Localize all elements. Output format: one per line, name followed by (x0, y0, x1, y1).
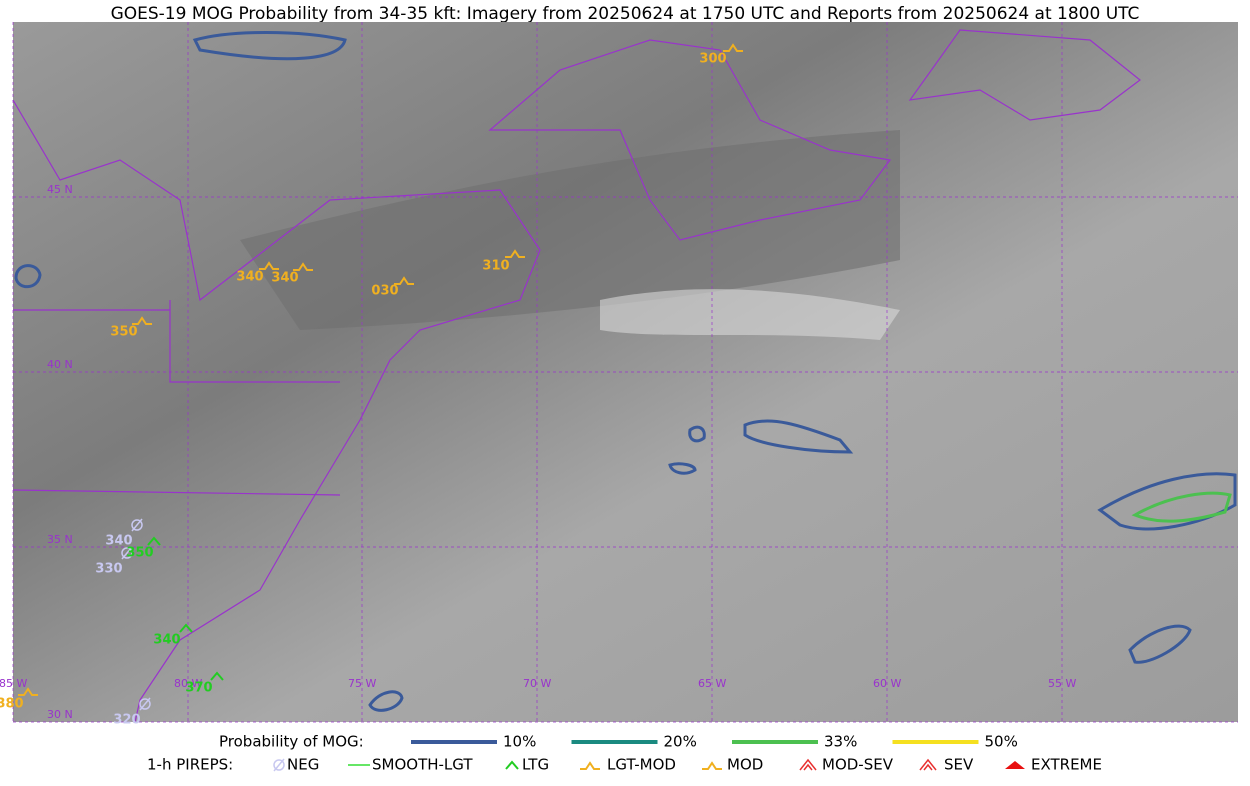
legend-label: LGT-MOD (607, 756, 676, 774)
pirep-label: 320 (113, 713, 140, 728)
pirep-symbol (121, 546, 133, 560)
coastlines (12, 29, 1141, 723)
pirep-symbol (505, 249, 525, 258)
contour (192, 31, 347, 61)
legend-label: EXTREME (1031, 756, 1102, 774)
pirep-symbol (179, 623, 193, 633)
pirep-label: 340 (271, 271, 298, 286)
pirep-label: 340 (105, 534, 132, 549)
legend-icon (1005, 761, 1025, 769)
pirep-label: 330 (95, 562, 122, 577)
lon-label: 60 W (873, 677, 901, 690)
pirep-symbol (139, 698, 151, 710)
contour (743, 419, 854, 454)
contour (1097, 472, 1237, 531)
contour (14, 264, 42, 289)
lon-label: 70 W (523, 677, 551, 690)
contour (668, 462, 697, 475)
legend-icon (799, 758, 817, 771)
legend-label: 33% (824, 733, 857, 751)
legend-label: LTG (522, 756, 549, 774)
coast (12, 99, 541, 723)
legend-label: MOD (727, 756, 763, 774)
lon-label: 55 W (1048, 677, 1076, 690)
lon-label: 85 W (0, 677, 27, 690)
pirep-label: 300 (699, 52, 726, 67)
lon-label: 75 W (348, 677, 376, 690)
legend-icon (505, 760, 519, 770)
legend-icon (702, 761, 722, 770)
pirep-symbol (132, 316, 152, 325)
legend-icon (273, 759, 285, 771)
coast (488, 39, 892, 241)
contour (1128, 624, 1192, 664)
pirep-label: 340 (236, 270, 263, 285)
contour (688, 425, 706, 443)
pirep-symbol (131, 518, 143, 532)
coast (908, 29, 1141, 121)
pirep-symbol (147, 536, 161, 546)
contours (14, 31, 1237, 712)
border (12, 300, 341, 496)
pirep-symbol (18, 687, 38, 696)
contour (1131, 491, 1232, 523)
contour (368, 690, 404, 712)
legend-icon (580, 761, 600, 770)
title: GOES-19 MOG Probability from 34-35 kft: … (111, 4, 1140, 24)
lat-label: 45 N (47, 183, 73, 196)
pirep-label: 350 (110, 325, 137, 340)
pirep-symbol (723, 43, 743, 52)
lat-label: 30 N (47, 708, 73, 721)
legend-label: NEG (287, 756, 319, 774)
cloud (600, 289, 900, 340)
legend-label: MOD-SEV (822, 756, 894, 774)
pirep-symbol (394, 276, 414, 285)
lat-label: 40 N (47, 358, 73, 371)
lon-label: 65 W (698, 677, 726, 690)
pirep-label: 030 (371, 284, 398, 299)
pirep-label: 370 (185, 681, 212, 696)
legend-icon (919, 758, 937, 771)
legend-label: 20% (664, 733, 697, 751)
legend-label: 50% (985, 733, 1018, 751)
legend-icon (273, 758, 285, 772)
lon-label: 80 W (174, 677, 202, 690)
pirep-symbol (210, 671, 224, 681)
overlay: 45 N 40 N 35 N 30 N 85 W 80 W 75 W 70 W 65 W 60 W… (0, 22, 1238, 774)
pirep-symbol (121, 547, 133, 559)
pirep-label: 350 (126, 546, 153, 561)
pirep-label: 310 (482, 259, 509, 274)
pirep-label: 340 (153, 633, 180, 648)
legend-title: Probability of MOG: (219, 733, 364, 751)
legend-label: 10% (503, 733, 536, 751)
legend-label: SMOOTH-LGT (372, 756, 473, 774)
legend-label: SEV (944, 756, 974, 774)
lat-label: 35 N (47, 533, 73, 546)
legend-title: 1-h PIREPS: (147, 756, 233, 774)
pirep-label: 380 (0, 697, 24, 712)
pirep-symbol (293, 262, 313, 271)
pirep-symbol (131, 519, 143, 531)
pirep-symbol (259, 261, 279, 270)
pirep-symbol (139, 697, 151, 711)
